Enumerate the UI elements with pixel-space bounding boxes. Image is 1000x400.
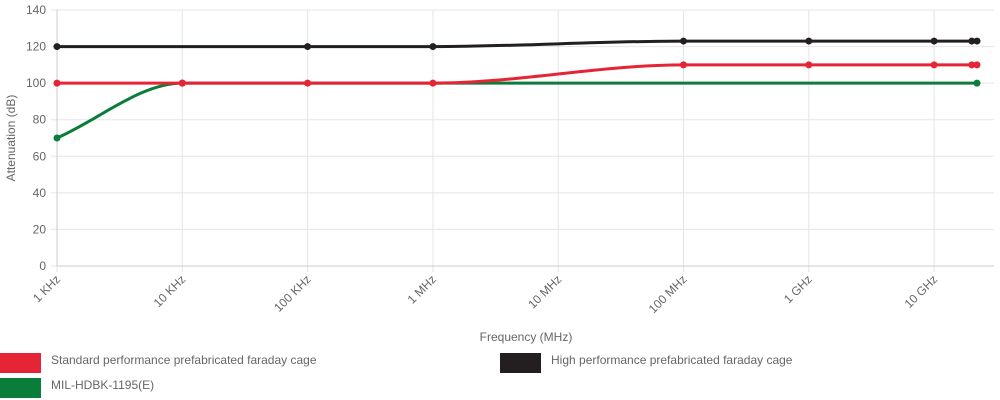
x-tick-label: 10 MHz — [525, 272, 564, 311]
y-tick-label: 60 — [33, 149, 47, 163]
line — [57, 39, 978, 49]
x-tick-label: 1 KHz — [30, 272, 63, 305]
x-tick-label: 100 MHz — [646, 272, 690, 316]
point — [304, 43, 312, 51]
point — [429, 43, 437, 51]
legend-swatch — [500, 353, 541, 373]
point — [805, 37, 813, 45]
point — [930, 37, 938, 45]
point — [304, 79, 312, 87]
point — [178, 79, 186, 87]
legend-label: Standard performance prefabricated farad… — [51, 353, 317, 367]
line — [56, 63, 978, 85]
y-tick-label: 140 — [26, 3, 46, 17]
legend-swatch — [0, 353, 41, 373]
point — [973, 37, 981, 45]
point — [53, 79, 61, 87]
line — [56, 81, 978, 140]
y-tick-label: 80 — [33, 113, 47, 127]
point — [805, 61, 813, 69]
point — [53, 134, 61, 142]
legend-swatch — [0, 378, 41, 398]
y-tick-label: 20 — [33, 222, 47, 236]
point — [53, 43, 61, 51]
point — [973, 61, 981, 69]
x-tick-label: 1 GHz — [781, 272, 815, 306]
x-tick-label: 100 KHz — [271, 272, 313, 314]
y-tick-label: 120 — [26, 40, 46, 54]
legend-label: High performance prefabricated faraday c… — [551, 353, 793, 367]
point — [680, 61, 687, 69]
x-tick-label: 10 KHz — [151, 272, 189, 310]
x-axis-title: Frequency (MHz) — [480, 330, 573, 344]
y-tick-label: 0 — [39, 259, 46, 273]
point — [968, 61, 976, 69]
point — [968, 37, 976, 45]
y-tick-label: 100 — [26, 76, 46, 90]
x-tick-label: 1 MHz — [405, 272, 439, 306]
point — [973, 79, 981, 87]
y-tick-label: 40 — [33, 186, 47, 200]
point — [930, 61, 938, 69]
legend-label: MIL-HDBK-1195(E) — [51, 378, 154, 392]
y-axis-title: Attenuation (dB) — [4, 95, 18, 182]
x-tick-label: 10 GHz — [902, 272, 941, 311]
point — [680, 37, 687, 45]
point — [429, 79, 437, 87]
